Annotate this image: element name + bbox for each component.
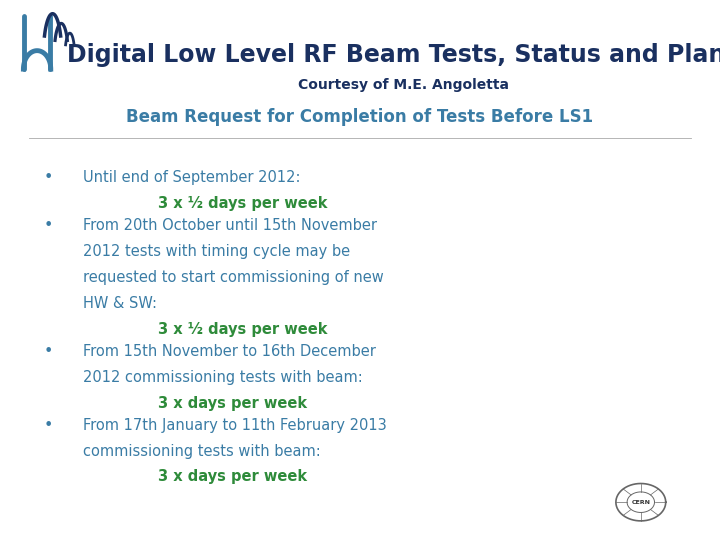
Text: Digital Low Level RF Beam Tests, Status and Plans: Digital Low Level RF Beam Tests, Status …	[67, 43, 720, 67]
Text: requested to start commissioning of new: requested to start commissioning of new	[83, 270, 384, 285]
Text: From 17th January to 11th February 2013: From 17th January to 11th February 2013	[83, 417, 387, 433]
Text: •: •	[43, 218, 53, 233]
Text: 3 x days per week: 3 x days per week	[158, 469, 307, 484]
Text: commissioning tests with beam:: commissioning tests with beam:	[83, 443, 320, 458]
Text: 3 x ½ days per week: 3 x ½ days per week	[158, 322, 328, 337]
Text: •: •	[43, 170, 53, 185]
Text: 3 x ½ days per week: 3 x ½ days per week	[158, 196, 328, 211]
Text: CERN: CERN	[631, 500, 650, 505]
Text: From 20th October until 15th November: From 20th October until 15th November	[83, 218, 377, 233]
Text: •: •	[43, 344, 53, 359]
Text: Courtesy of M.E. Angoletta: Courtesy of M.E. Angoletta	[297, 78, 509, 92]
Text: From 15th November to 16th December: From 15th November to 16th December	[83, 344, 376, 359]
Text: Until end of September 2012:: Until end of September 2012:	[83, 170, 300, 185]
Text: Beam Request for Completion of Tests Before LS1: Beam Request for Completion of Tests Bef…	[127, 108, 593, 126]
Text: 2012 commissioning tests with beam:: 2012 commissioning tests with beam:	[83, 370, 363, 384]
Text: HW & SW:: HW & SW:	[83, 296, 157, 311]
Text: 2012 tests with timing cycle may be: 2012 tests with timing cycle may be	[83, 244, 350, 259]
Text: 3 x days per week: 3 x days per week	[158, 396, 307, 410]
Text: •: •	[43, 417, 53, 433]
